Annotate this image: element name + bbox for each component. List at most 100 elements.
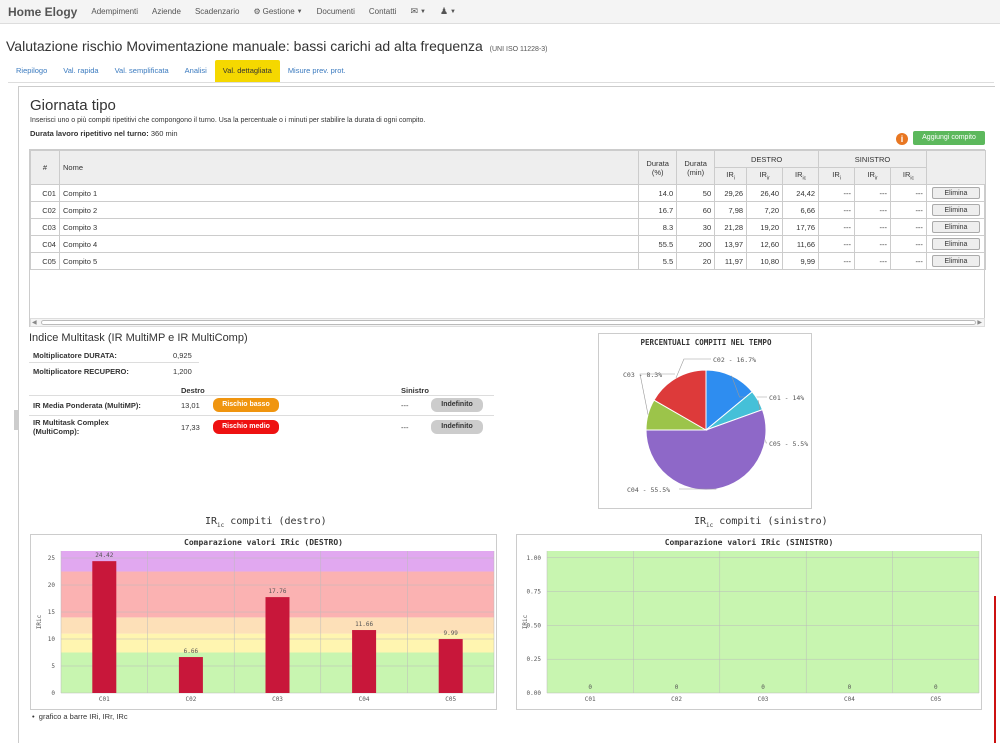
multimp-sinistro-value: --- — [401, 401, 409, 410]
tab-misure-prev-prot[interactable]: Misure prev. prot. — [287, 66, 346, 75]
nav-documenti[interactable]: Documenti — [316, 7, 355, 16]
scrollbar-thumb[interactable] — [41, 320, 976, 325]
bar-c04[interactable] — [352, 630, 377, 693]
cell-sinistro-irr: --- — [854, 218, 891, 236]
table-row[interactable]: C02 Compito 2 16.7 60 7,98 7,20 6,66 --- --- --- E… — [30, 201, 987, 219]
nav-user-dropdown[interactable]: ♟ ▼ — [440, 6, 456, 17]
cell-min[interactable]: 30 — [676, 218, 716, 236]
x-tick-label: C03 — [758, 696, 769, 703]
cell-sinistro-irr: --- — [854, 184, 891, 202]
cell-name[interactable]: Compito 5 — [58, 252, 640, 270]
delete-task-button[interactable]: Elimina — [931, 238, 980, 250]
tab-analisi[interactable]: Analisi — [184, 66, 207, 75]
cell-pct[interactable]: 8.3 — [638, 218, 678, 236]
tab-val-dettagliata[interactable]: Val. dettagliata — [214, 60, 280, 82]
cell-min[interactable]: 60 — [676, 201, 716, 219]
cell-pct[interactable]: 14.0 — [638, 184, 678, 202]
pie-slice-c02[interactable] — [653, 369, 707, 431]
nav-gestione-dropdown[interactable]: ⚙ Gestione ▼ — [253, 7, 302, 16]
table-row[interactable]: C01 Compito 1 14.0 50 29,26 26,40 24,42 --- --- -… — [30, 184, 987, 202]
nav-scadenzario[interactable]: Scadenzario — [194, 7, 240, 16]
envelope-icon: ✉ — [410, 6, 418, 16]
info-icon[interactable]: i — [896, 133, 908, 145]
cell-min[interactable]: 200 — [676, 235, 716, 253]
cell-destro-irr: 19,20 — [746, 218, 784, 236]
cell-pct[interactable]: 55.5 — [638, 235, 678, 253]
cell-sinistro-iri: --- — [818, 184, 856, 202]
bar-value-label: 0 — [675, 684, 679, 691]
pie-label-connector — [675, 358, 711, 379]
y-tick-label: 5 — [51, 663, 55, 670]
col-group-destro: DESTRO — [714, 150, 820, 168]
caret-down-icon: ▼ — [296, 8, 303, 15]
cell-sinistro-iric: --- — [889, 218, 927, 236]
cell-destro-irr: 7,20 — [746, 201, 784, 219]
cell-sinistro-iri: --- — [818, 201, 856, 219]
caret-down-icon: ▼ — [450, 8, 456, 15]
cell-name[interactable]: Compito 2 — [58, 201, 640, 219]
delete-task-button[interactable]: Elimina — [931, 204, 980, 216]
tab-riepilogo[interactable]: Riepilogo — [16, 66, 48, 75]
cell-id: C04 — [30, 235, 60, 253]
y-tick-label: 0.00 — [527, 690, 542, 697]
col-destro-iric: IRic — [782, 167, 820, 185]
pie-label: C04 - 55.5% — [627, 486, 670, 494]
table-row[interactable]: C05 Compito 5 5.5 20 11,97 10,80 9,99 --- --- ---… — [30, 252, 987, 270]
table-row[interactable]: C04 Compito 4 55.5 200 13,97 12,60 11,66 --- ---… — [30, 235, 987, 253]
bar-c03[interactable] — [265, 597, 290, 693]
duration-line: Durata lavoro ripetitivo nel turno: 360 … — [30, 129, 178, 138]
table-row[interactable]: C03 Compito 3 8.3 30 21,28 19,20 17,76 --- --- --… — [30, 218, 987, 236]
nav-messages-dropdown[interactable]: ✉ ▼ — [410, 6, 426, 17]
cell-actions: Elimina — [925, 235, 987, 253]
badge-indefinito: Indefinito — [431, 420, 483, 434]
cell-sinistro-iri: --- — [818, 218, 856, 236]
bar-chart-destro-box: Comparazione valori IRic (DESTRO) 0 5 10 15… — [30, 534, 497, 710]
panel-resize-handle[interactable] — [14, 410, 18, 430]
nav-gestione-label: Gestione — [262, 7, 295, 16]
bar-c02[interactable] — [178, 657, 203, 693]
table-horizontal-scrollbar[interactable]: ◀ ▶ — [30, 318, 985, 327]
cell-sinistro-irr: --- — [854, 252, 891, 270]
delete-task-button[interactable]: Elimina — [931, 187, 980, 199]
cell-pct[interactable]: 16.7 — [638, 201, 678, 219]
cell-name[interactable]: Compito 4 — [58, 235, 640, 253]
col-destro-iri: IRi — [714, 167, 748, 185]
bar-chart-sinistro-title: Comparazione valori IRic (SINISTRO) — [664, 538, 834, 547]
delete-task-button[interactable]: Elimina — [931, 255, 980, 267]
cell-name[interactable]: Compito 3 — [58, 218, 640, 236]
brand-home-elogy[interactable]: Home Elogy — [8, 4, 78, 19]
col-sinistro-iric: IRic — [889, 167, 927, 185]
cell-name[interactable]: Compito 1 — [58, 184, 640, 202]
col-hash: # — [30, 150, 60, 185]
nav-contatti[interactable]: Contatti — [368, 7, 397, 16]
y-axis-label: IRic — [522, 614, 529, 629]
cell-pct[interactable]: 5.5 — [638, 252, 678, 270]
tab-val-semplificata[interactable]: Val. semplificata — [114, 66, 169, 75]
content-panel — [18, 86, 995, 743]
cell-min[interactable]: 50 — [676, 184, 716, 202]
nav-aziende[interactable]: Aziende — [152, 7, 181, 16]
col-durata-min-l1: Durata — [684, 158, 707, 168]
scroll-right-icon[interactable]: ▶ — [977, 320, 982, 326]
bar-c05[interactable] — [438, 639, 463, 693]
cell-id: C02 — [30, 201, 60, 219]
cell-sinistro-iric: --- — [889, 235, 927, 253]
tab-val-rapida[interactable]: Val. rapida — [63, 66, 99, 75]
bar-c01[interactable] — [92, 561, 117, 693]
multicomp-sinistro-value: --- — [401, 423, 409, 432]
bar-value-label: 0 — [848, 684, 852, 691]
cell-sinistro-iric: --- — [889, 201, 927, 219]
cell-destro-iri: 13,97 — [714, 235, 748, 253]
delete-task-button[interactable]: Elimina — [931, 221, 980, 233]
scroll-left-icon[interactable]: ◀ — [32, 320, 37, 326]
add-task-button[interactable]: Aggiungi compito — [913, 131, 985, 145]
cell-min[interactable]: 20 — [676, 252, 716, 270]
chart-legend-note: • grafico a barre IRi, IRr, IRc — [32, 712, 128, 721]
col-nome: Nome — [58, 150, 640, 185]
cell-id: C05 — [30, 252, 60, 270]
col-actions — [925, 150, 987, 185]
cell-destro-iric: 17,76 — [782, 218, 820, 236]
mult-durata-label: Moltiplicatore DURATA: — [33, 351, 117, 360]
nav-adempimenti[interactable]: Adempimenti — [91, 7, 139, 16]
x-tick-label: C05 — [930, 696, 941, 703]
